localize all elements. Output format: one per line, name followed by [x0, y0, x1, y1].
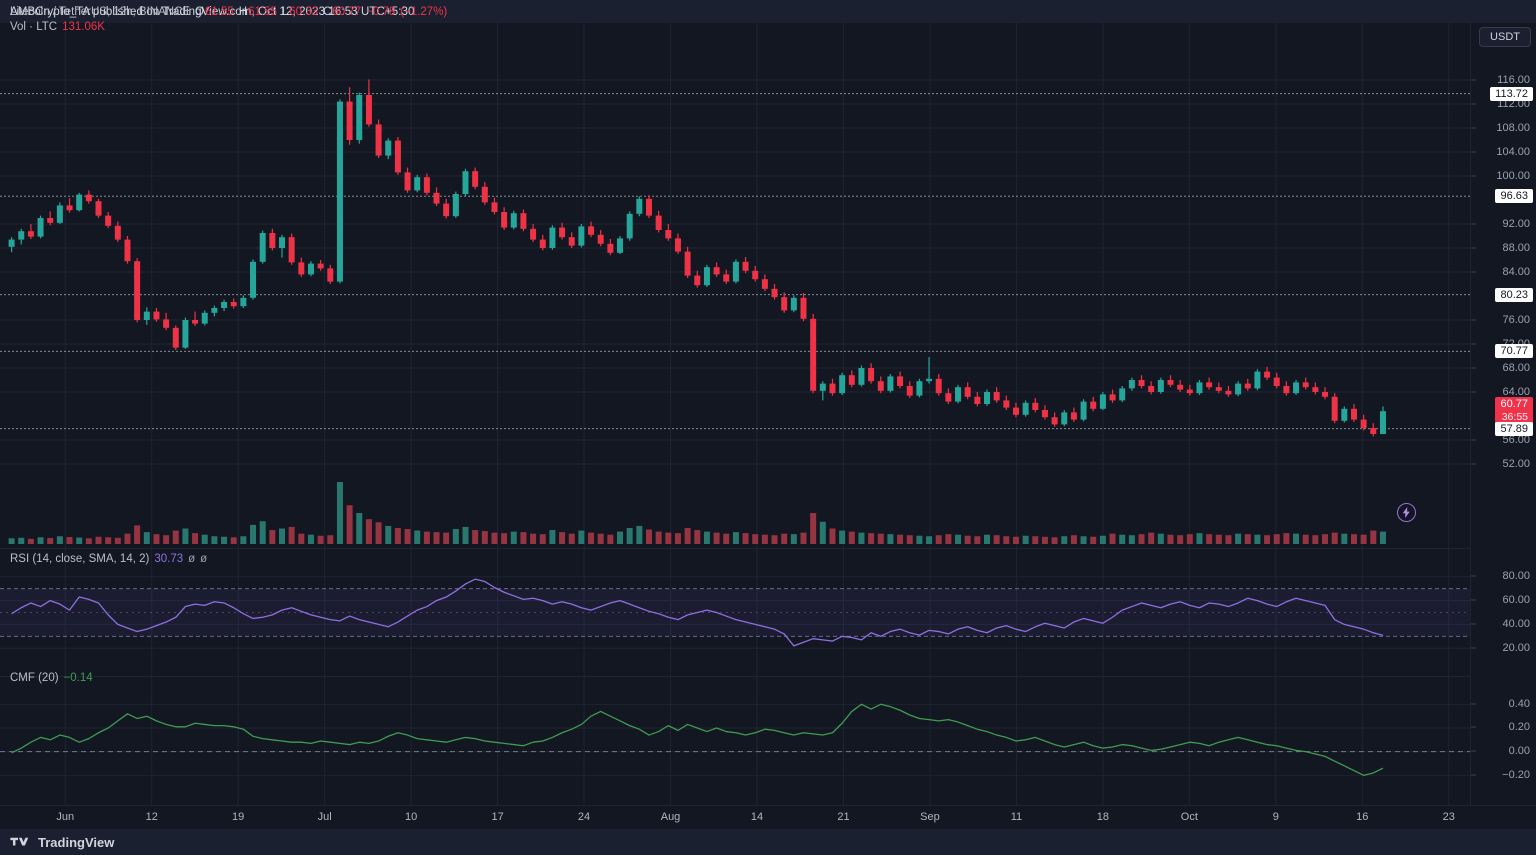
- price-level-tag[interactable]: 96.63: [1495, 189, 1533, 204]
- axis-tick: [1471, 439, 1476, 441]
- cmf-tick-label: 0.40: [1508, 697, 1530, 710]
- time-tick-label: 21: [837, 811, 850, 823]
- time-tick-label: 18: [1096, 811, 1109, 823]
- rsi-tick-label: 20.00: [1502, 642, 1530, 654]
- attribution-text: AMBCrypto_TA published on TradingView.co…: [10, 5, 415, 18]
- axis-tick: [1471, 774, 1476, 776]
- axis-tick: [1471, 79, 1476, 81]
- axis-tick: [1471, 127, 1476, 129]
- axis-tick: [1471, 726, 1476, 728]
- axis-tick: [1471, 319, 1476, 321]
- axis-tick: [1471, 623, 1476, 625]
- cmf-tick-label: 0.00: [1508, 745, 1530, 758]
- price-tag-value: 96.63: [1500, 190, 1528, 203]
- price-tick-label: 64.00: [1502, 386, 1530, 398]
- price-level-tag[interactable]: 57.89: [1495, 421, 1533, 436]
- rsi-tick-label: 40.00: [1502, 618, 1530, 630]
- rsi-tick-label: 60.00: [1502, 594, 1530, 606]
- price-level-tag[interactable]: 113.72: [1490, 86, 1533, 101]
- price-tick-label: 56.00: [1502, 434, 1530, 446]
- rsi-tick-label: 80.00: [1502, 570, 1530, 582]
- time-tick-label: 12: [145, 811, 158, 823]
- time-axis[interactable]: Jun 12 19 Jul 10 17 24 Aug 14 21 Sep 11 18 Oct 9 16 23: [0, 805, 1536, 829]
- time-tick-label: 19: [232, 811, 245, 823]
- axis-tick: [1471, 750, 1476, 752]
- axis-tick: [1471, 703, 1476, 705]
- price-tag-value: 57.89: [1500, 422, 1528, 435]
- price-level-tag[interactable]: 80.23: [1495, 287, 1533, 302]
- bar-countdown: 36:55: [1501, 411, 1528, 424]
- axis-tick: [1471, 223, 1476, 225]
- time-tick-label: Jul: [317, 811, 332, 823]
- attribution-bar: AMBCrypto_TA published on TradingView.co…: [0, 0, 1536, 23]
- price-tick-label: 92.00: [1502, 218, 1530, 230]
- cmf-tick-label: −0.20: [1502, 769, 1530, 782]
- price-tick-label: 100.00: [1496, 170, 1530, 182]
- price-tag-value: 80.23: [1500, 288, 1528, 301]
- pane-stack: [0, 23, 1470, 805]
- cmf-tick-label: 0.20: [1508, 721, 1530, 734]
- price-tick-label: 104.00: [1496, 146, 1530, 158]
- time-tick-label: 11: [1010, 811, 1023, 823]
- time-tick-label: Sep: [920, 811, 940, 823]
- time-tick-label: Jun: [56, 811, 75, 823]
- price-tick-label: 52.00: [1502, 458, 1530, 470]
- time-tick-label: 17: [491, 811, 504, 823]
- axis-tick: [1471, 175, 1476, 177]
- brand-label: TradingView: [38, 834, 115, 850]
- axis-tick: [1471, 647, 1476, 649]
- axis-tick: [1471, 599, 1476, 601]
- footer-bar: TradingView: [0, 829, 1536, 855]
- currency-badge[interactable]: USDT: [1479, 27, 1531, 47]
- rsi-pane[interactable]: [0, 548, 1470, 676]
- lightning-bolt-glyph: [1402, 507, 1410, 518]
- tradingview-logo[interactable]: TradingView: [10, 835, 114, 850]
- price-tag-value: 113.72: [1495, 87, 1528, 100]
- last-price-tag[interactable]: 60.77 36:55: [1495, 397, 1533, 426]
- axis-tick: [1471, 391, 1476, 393]
- time-tick-label: 10: [404, 811, 418, 823]
- price-tag-value: 60.77: [1500, 398, 1528, 411]
- axis-tick: [1471, 151, 1476, 153]
- axis-tick: [1471, 103, 1476, 105]
- time-tick-label: 9: [1272, 811, 1279, 823]
- axis-tick: [1471, 271, 1476, 273]
- price-tick-label: 84.00: [1502, 266, 1530, 278]
- tradingview-mark-icon: [10, 837, 29, 845]
- lightning-icon[interactable]: [1396, 503, 1416, 522]
- axis-tick: [1471, 247, 1476, 249]
- axis-tick: [1471, 463, 1476, 465]
- price-tick-label: 112.00: [1497, 98, 1530, 110]
- time-tick-label: Oct: [1180, 811, 1198, 823]
- price-tick-label: 116.00: [1497, 74, 1530, 86]
- time-tick-label: 14: [750, 811, 764, 823]
- time-tick-label: 24: [577, 811, 591, 823]
- price-axis[interactable]: USDT 116.00 112.00 108.00 104.00 100.00 92.00…: [1470, 23, 1536, 805]
- price-pane[interactable]: [0, 23, 1470, 548]
- price-tag-value: 70.77: [1500, 345, 1528, 358]
- price-tick-label: 76.00: [1502, 314, 1530, 326]
- price-level-tag[interactable]: 70.77: [1495, 344, 1533, 359]
- price-tick-label: 88.00: [1502, 242, 1530, 254]
- cmf-pane[interactable]: [0, 676, 1470, 805]
- time-tick-label: 23: [1442, 811, 1455, 823]
- time-tick-label: Aug: [660, 811, 681, 823]
- axis-tick: [1471, 575, 1476, 577]
- axis-tick: [1471, 367, 1476, 369]
- price-tick-label: 68.00: [1502, 362, 1530, 374]
- axis-tick: [1471, 343, 1476, 345]
- price-tick-label: 108.00: [1496, 122, 1530, 134]
- time-tick-label: 16: [1356, 811, 1369, 823]
